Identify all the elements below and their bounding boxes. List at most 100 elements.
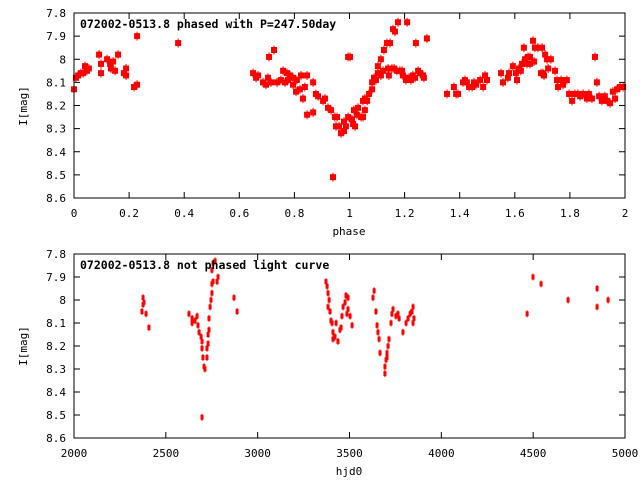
phased-data-point — [472, 80, 479, 90]
point-marker — [141, 295, 145, 301]
point-marker — [607, 100, 614, 107]
point-marker — [423, 35, 430, 42]
unphased-x-tick-label: 4500 — [520, 447, 547, 460]
point-marker — [264, 74, 271, 81]
phased-x-tick-label: 0.2 — [119, 207, 139, 220]
point-marker — [614, 86, 621, 93]
phased-y-tick-label: 8.1 — [46, 76, 66, 89]
point-marker — [569, 97, 576, 104]
point-marker — [380, 67, 387, 74]
point-marker — [531, 274, 535, 280]
point-marker — [399, 67, 406, 74]
phased-y-tick-label: 7.9 — [46, 30, 66, 43]
phased-data-point — [299, 94, 306, 104]
unphased-data-point — [193, 317, 197, 325]
phased-data-point — [523, 59, 530, 69]
phased-data-point — [366, 89, 373, 99]
point-marker — [353, 111, 360, 118]
phased-data-point — [455, 89, 462, 99]
point-marker — [580, 90, 587, 97]
point-marker — [290, 74, 297, 81]
phased-chart-title: 072002-0513.8 phased with P=247.50day — [80, 17, 336, 31]
phased-data-point — [466, 82, 473, 92]
phased-data-point — [352, 121, 359, 131]
point-marker — [340, 118, 347, 125]
point-marker — [525, 311, 529, 317]
unphased-data-point — [394, 312, 398, 320]
point-marker — [482, 72, 489, 79]
unphased-y-tick-label: 8.5 — [46, 409, 66, 422]
point-marker — [343, 299, 347, 305]
point-marker — [509, 63, 516, 70]
unphased-ticks: 2000 2500 3000 3500 4000 4500 5000 7.8 7.9 8 8.1 8.… — [46, 248, 638, 460]
point-marker — [282, 79, 289, 86]
point-marker — [80, 70, 87, 77]
point-marker — [411, 320, 415, 326]
point-marker — [97, 70, 104, 77]
point-marker — [517, 67, 524, 74]
unphased-data-point — [345, 310, 349, 318]
point-marker — [209, 297, 213, 303]
point-marker — [206, 332, 210, 337]
phased-data-point — [259, 77, 266, 87]
phased-data-point — [286, 70, 293, 80]
phased-data-point — [509, 61, 516, 71]
point-marker — [585, 90, 592, 97]
phased-data-point — [529, 36, 536, 46]
point-marker — [232, 295, 236, 301]
point-marker — [523, 60, 530, 67]
phased-data-point — [267, 77, 274, 87]
unphased-data-point — [197, 328, 201, 336]
point-marker — [321, 95, 328, 102]
point-marker — [333, 334, 337, 340]
point-marker — [389, 320, 393, 326]
point-marker — [195, 313, 199, 319]
phased-data-point — [328, 105, 335, 115]
phased-data-point — [386, 38, 393, 48]
point-marker — [342, 123, 349, 130]
unphased-data-point — [211, 259, 215, 267]
point-marker — [369, 79, 376, 86]
point-marker — [208, 304, 212, 310]
point-marker — [206, 341, 210, 347]
unphased-data-point — [384, 356, 388, 364]
point-marker — [304, 72, 311, 79]
unphased-data-point — [348, 312, 352, 320]
unphased-x-tick-label: 3500 — [336, 447, 363, 460]
phased-data-point — [329, 172, 336, 182]
point-marker — [330, 320, 334, 326]
point-marker — [104, 56, 111, 63]
unphased-data-point — [326, 289, 330, 297]
phased-data-point — [518, 59, 525, 69]
phased-data-point — [110, 57, 117, 67]
phased-points — [71, 17, 627, 182]
unphased-y-tick-label: 7.8 — [46, 248, 66, 261]
unphased-data-point — [232, 294, 236, 302]
point-marker — [385, 72, 392, 79]
unphased-y-tick-label: 8.2 — [46, 340, 66, 353]
point-marker — [595, 304, 599, 310]
point-marker — [477, 77, 484, 84]
point-marker — [385, 350, 389, 356]
point-marker — [375, 322, 379, 328]
point-marker — [140, 309, 144, 314]
point-marker — [397, 315, 401, 321]
unphased-data-point — [325, 282, 329, 290]
unphased-data-point — [208, 303, 212, 311]
phased-data-point — [353, 110, 360, 120]
phased-data-point — [483, 75, 490, 85]
unphased-data-point — [531, 273, 535, 281]
unphased-x-tick-label: 2500 — [153, 447, 180, 460]
unphased-plot-frame — [73, 253, 626, 439]
point-marker — [328, 309, 332, 314]
point-marker — [595, 286, 599, 291]
unphased-data-point — [213, 257, 217, 265]
phased-data-point — [380, 66, 387, 76]
phased-data-point — [80, 68, 87, 78]
point-marker — [107, 65, 114, 72]
phased-data-point — [499, 77, 506, 87]
phased-data-point — [593, 77, 600, 87]
phased-data-point — [333, 121, 340, 131]
point-marker — [371, 295, 375, 301]
point-marker — [526, 53, 533, 60]
